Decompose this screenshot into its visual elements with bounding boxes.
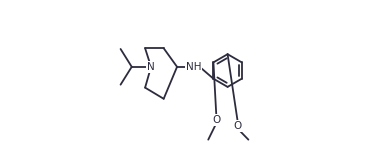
Text: O: O <box>234 121 242 131</box>
Text: N: N <box>147 62 155 72</box>
Text: O: O <box>212 115 221 125</box>
Text: NH: NH <box>186 62 201 72</box>
